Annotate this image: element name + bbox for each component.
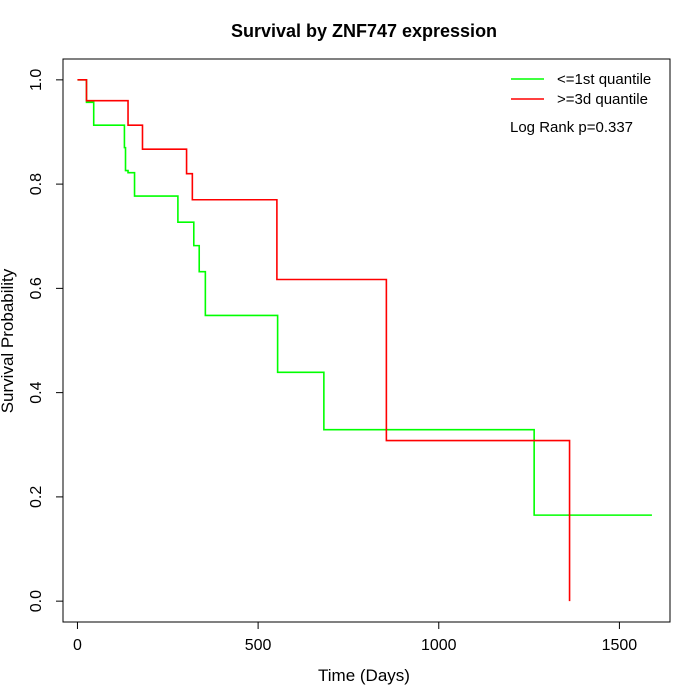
y-tick-label: 0.4 [28, 381, 45, 403]
y-tick-label: 1.0 [28, 69, 45, 91]
x-tick-label: 1500 [602, 637, 638, 654]
legend-label: <=1st quantile [557, 71, 651, 88]
series-layer [77, 79, 652, 602]
x-tick-label: 500 [245, 637, 272, 654]
x-tick-label: 1000 [421, 637, 457, 654]
survival-curve [77, 79, 571, 602]
y-tick-label: 0.8 [28, 173, 45, 195]
y-axis: 0.0 0.2 0.4 0.6 0.8 1.0 [28, 69, 64, 612]
legend: <=1st quantile >=3d quantile [511, 71, 651, 108]
x-tick-label: 0 [73, 637, 82, 654]
x-axis-label: Time (Days) [318, 666, 410, 685]
plot-frame [62, 58, 671, 623]
chart-title: Survival by ZNF747 expression [231, 21, 497, 41]
y-tick-label: 0.0 [28, 590, 45, 612]
y-tick-label: 0.6 [28, 277, 45, 299]
x-axis: 0 500 1000 1500 [73, 621, 638, 654]
y-tick-label: 0.2 [28, 486, 45, 508]
survival-curve [77, 79, 652, 516]
y-axis-label: Survival Probability [0, 268, 17, 413]
legend-label: >=3d quantile [557, 91, 648, 108]
log-rank-annotation: Log Rank p=0.337 [510, 119, 633, 136]
